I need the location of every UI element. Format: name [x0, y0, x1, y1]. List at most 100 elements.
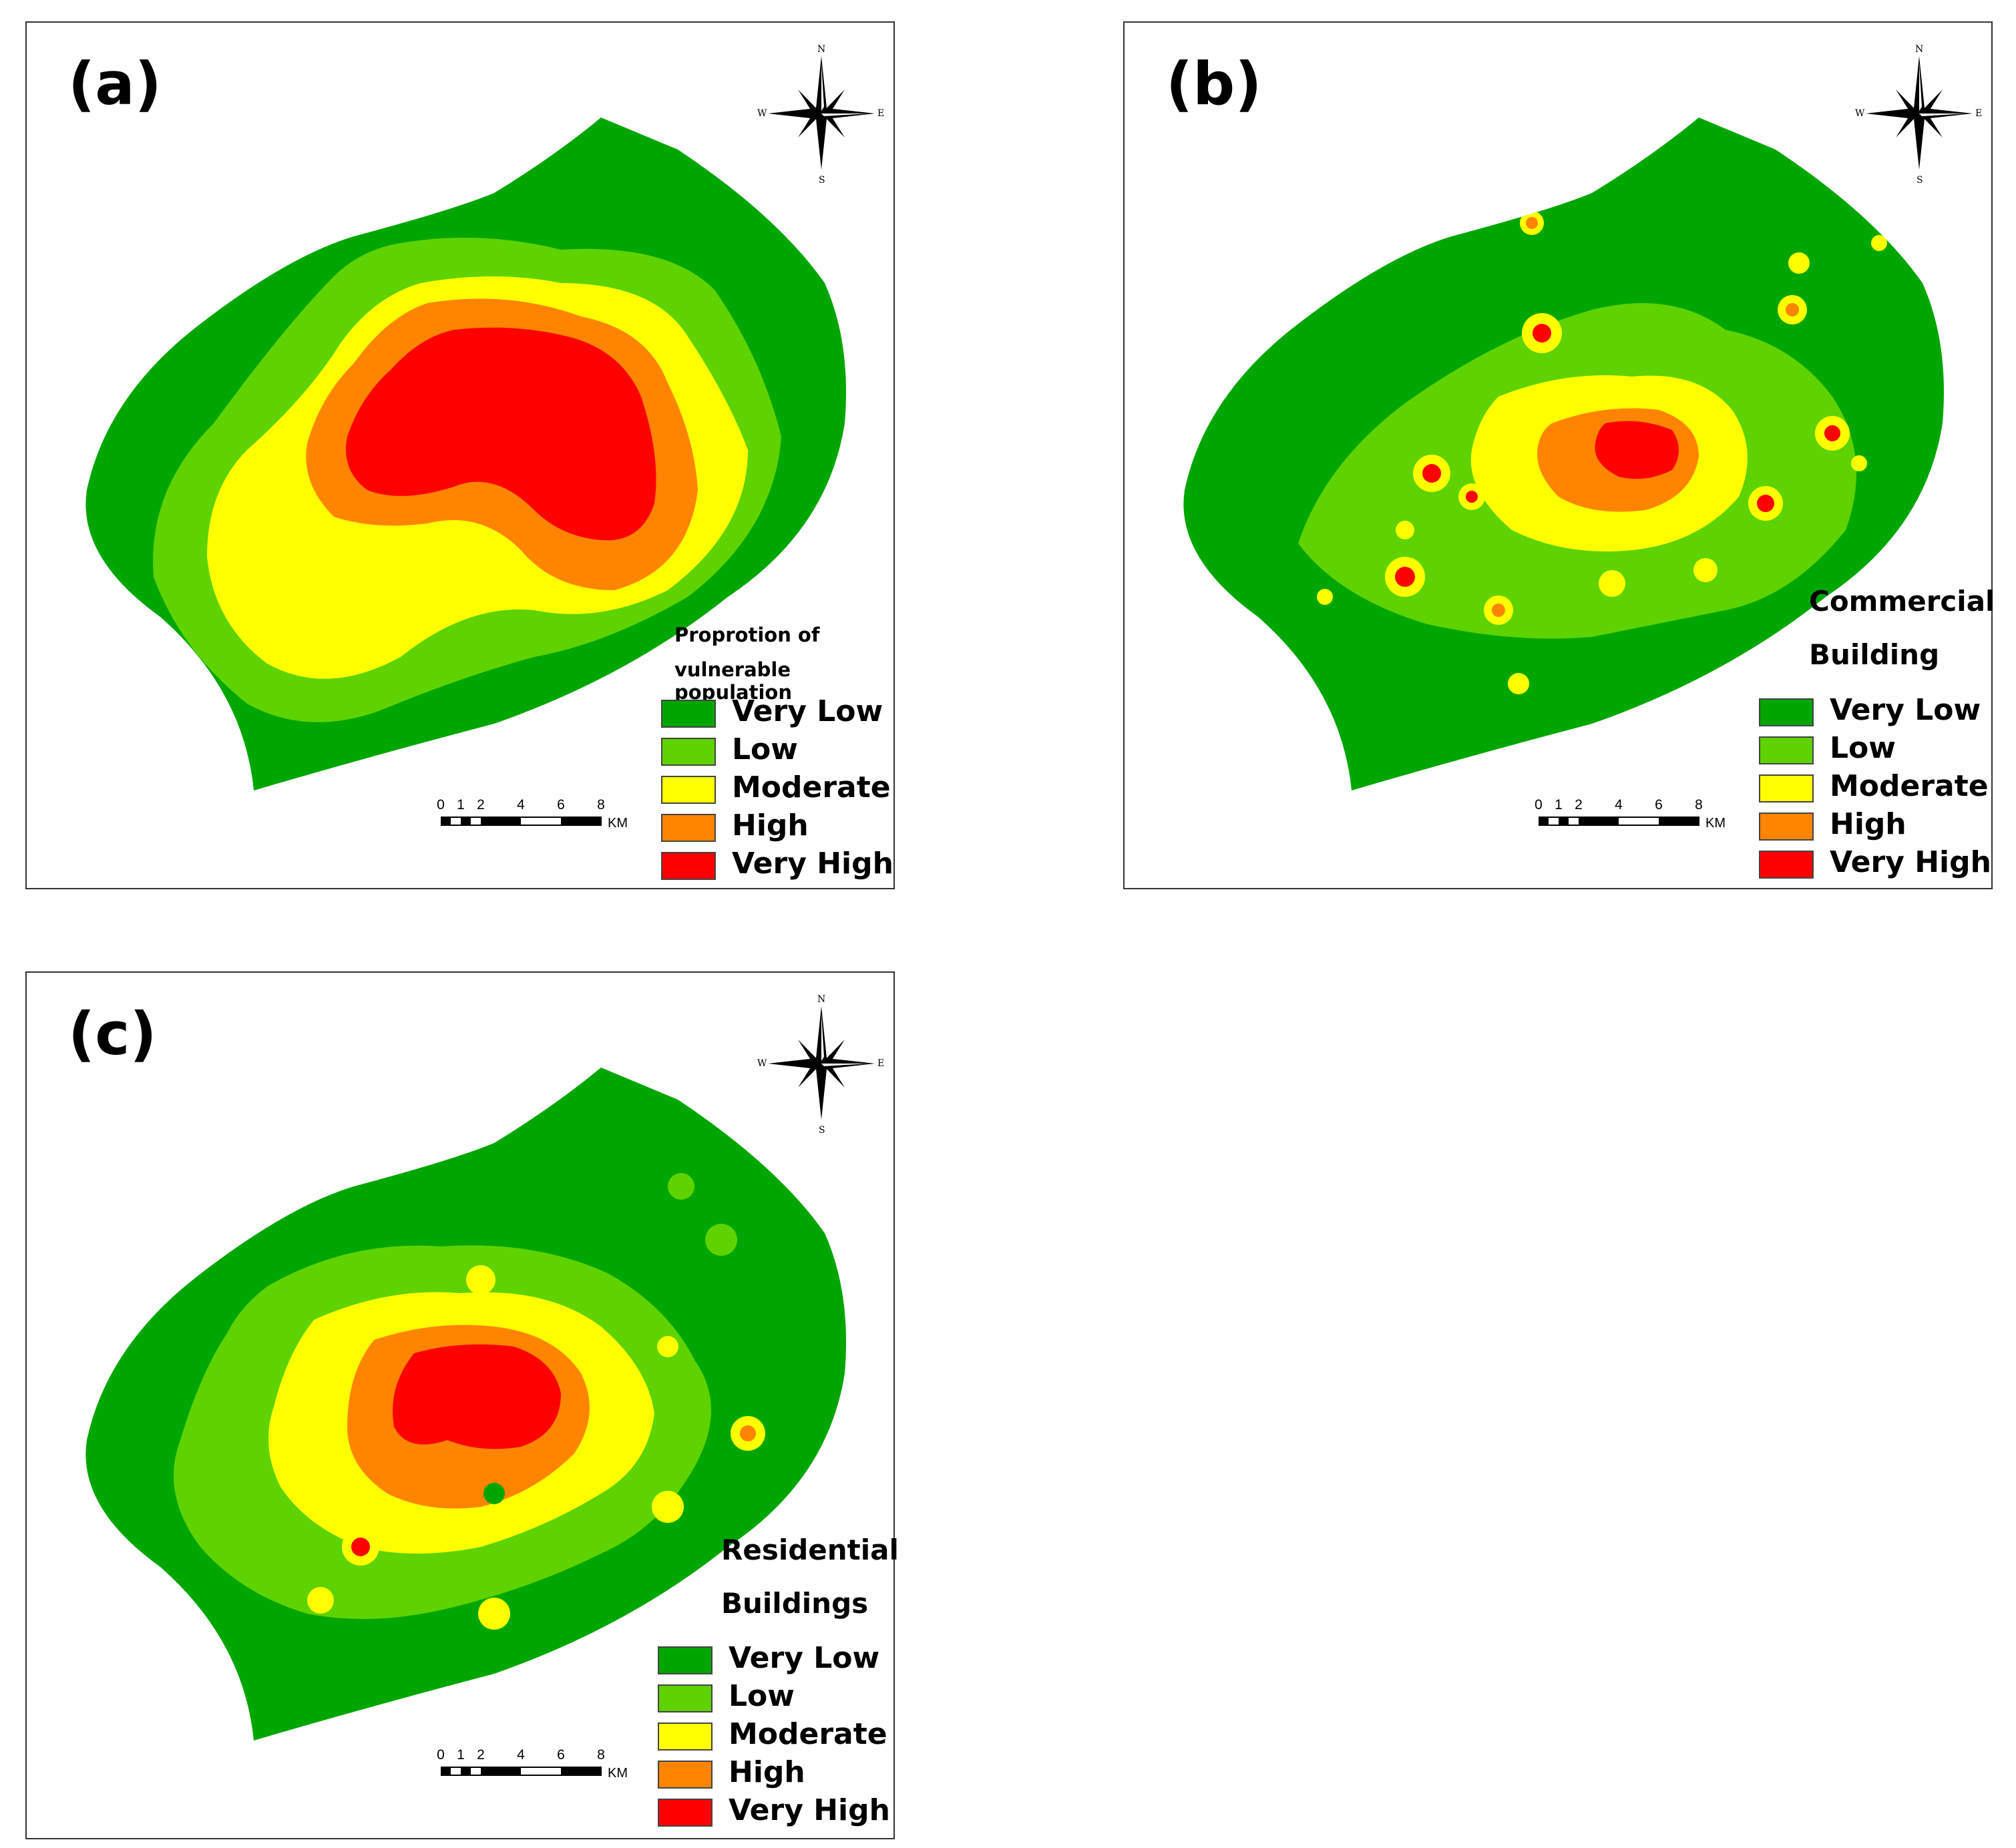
scale-bar-b: 0 1 2 4 6 8 KM — [1535, 797, 1766, 837]
legend-b: Very Low Low Moderate High Very High — [1759, 693, 1991, 885]
legend-row-moderate: Moderate — [1759, 769, 1989, 808]
map-b — [1183, 118, 1945, 790]
legend-row-high: High — [1759, 807, 1986, 847]
swatch-moderate — [658, 1722, 713, 1751]
hotspot — [1422, 464, 1441, 483]
scale-tick-6: 6 — [1655, 797, 1663, 813]
scale-tick-6: 6 — [557, 1747, 565, 1763]
hotspot — [1466, 491, 1478, 503]
legend-row-moderate: Moderate — [661, 770, 891, 810]
compass-e: E — [877, 1058, 885, 1069]
hotspot — [466, 1265, 495, 1295]
compass-n: N — [817, 994, 826, 1005]
legend-c: Very Low Low Moderate High Very High — [658, 1641, 890, 1833]
legend-row-very-high: Very High — [1759, 845, 1991, 885]
scale-unit: KM — [608, 1766, 628, 1781]
map-c — [85, 1068, 847, 1741]
swatch-low — [661, 738, 716, 766]
compass-n: N — [817, 44, 826, 55]
map-panel-b: (b) N S E W Commercial Building Very Low… — [1123, 21, 1995, 889]
legend-label-very-high: Very High — [1830, 845, 1991, 879]
legend-label-low: Low — [1830, 731, 1896, 765]
hotspot — [1317, 589, 1333, 605]
legend-label-very-low: Very Low — [1830, 693, 1981, 727]
legend-title-b-line2: Building — [1809, 638, 1940, 671]
scale-tick-0: 0 — [437, 797, 445, 813]
legend-label-moderate: Moderate — [732, 770, 891, 804]
legend-label-very-high: Very High — [732, 847, 893, 881]
hotspots — [195, 1173, 765, 1630]
legend-row-very-high: Very High — [661, 847, 893, 886]
legend-label-very-low: Very Low — [732, 694, 883, 728]
swatch-high — [1759, 813, 1814, 841]
compass-rose-icon — [1866, 56, 1973, 170]
legend-row-very-low: Very Low — [658, 1641, 885, 1680]
swatch-moderate — [661, 776, 716, 804]
hotspot — [1492, 604, 1505, 617]
legend-row-low: Low — [658, 1679, 885, 1718]
scale-tick-8: 8 — [597, 1747, 605, 1763]
hotspot — [195, 1475, 219, 1499]
swatch-very-high — [1759, 851, 1814, 879]
zone-very-high — [393, 1344, 561, 1449]
legend-label-very-low: Very Low — [729, 1641, 880, 1675]
hotspot — [1693, 558, 1718, 582]
swatch-very-low — [661, 700, 716, 728]
map-panel-c: (c) N S E W Residential Buildings Very L… — [25, 971, 899, 1839]
hotspot — [1757, 495, 1774, 512]
legend-row-high: High — [658, 1755, 885, 1795]
panel-label-c: (c) — [68, 999, 157, 1068]
hotspot — [307, 1587, 334, 1614]
legend-title-c-line2: Buildings — [721, 1587, 869, 1620]
swatch-high — [658, 1761, 713, 1789]
hotspot — [1871, 235, 1887, 251]
scale-tick-0: 0 — [437, 1747, 445, 1763]
hotspot — [740, 1425, 756, 1441]
scale-tick-8: 8 — [597, 797, 605, 813]
map-panel-a: (a) N S E W Proprotion of vulnerable pop… — [25, 21, 895, 889]
legend-title-a-line1: Proprotion of — [674, 624, 820, 646]
hotspot — [351, 1538, 370, 1556]
north-arrow-b: N S E W — [1855, 44, 1982, 186]
legend-row-very-low: Very Low — [661, 694, 888, 734]
hotspot — [1396, 521, 1414, 539]
swatch-very-high — [658, 1799, 713, 1827]
hotspot — [705, 1224, 737, 1256]
hotspot — [478, 1598, 510, 1630]
swatch-very-high — [661, 852, 716, 880]
zone-very-high — [346, 327, 656, 541]
legend-row-high: High — [661, 808, 888, 848]
swatch-low — [1759, 736, 1814, 764]
hotspot — [668, 1173, 694, 1200]
legend-label-high: High — [729, 1755, 805, 1789]
hotspot — [657, 1336, 678, 1357]
legend-a: Very Low Low Moderate High Very High — [661, 694, 893, 886]
compass-w: W — [757, 1058, 767, 1069]
scale-tick-2: 2 — [477, 1747, 485, 1763]
hotspot — [1851, 455, 1867, 471]
scale-bar-a: 0 1 2 4 6 8 KM — [437, 797, 668, 837]
legend-label-low: Low — [729, 1679, 795, 1713]
legend-label-very-high: Very High — [729, 1793, 890, 1827]
scale-tick-2: 2 — [477, 797, 485, 813]
hotspot — [1533, 324, 1551, 342]
legend-title-b-line1: Commercial — [1809, 585, 1995, 618]
scale-tick-6: 6 — [557, 797, 565, 813]
scale-tick-1: 1 — [457, 1747, 465, 1763]
zone-very-high — [1595, 421, 1679, 479]
compass-n: N — [1915, 44, 1924, 55]
hotspot — [1786, 303, 1799, 316]
scale-tick-1: 1 — [1555, 797, 1563, 813]
swatch-very-low — [1759, 698, 1814, 726]
scale-unit: KM — [608, 816, 628, 831]
legend-title-c-line1: Residential — [721, 1534, 899, 1566]
hotspot — [1395, 567, 1415, 587]
compass-w: W — [757, 108, 767, 119]
hotspot — [1508, 673, 1529, 694]
panel-label-a: (a) — [68, 49, 162, 118]
hotspot — [1788, 252, 1810, 274]
scale-bar-graphic — [441, 1767, 602, 1776]
scale-bar-graphic — [441, 817, 602, 826]
scale-bar-graphic — [1539, 817, 1699, 826]
hotspot — [483, 1483, 505, 1504]
